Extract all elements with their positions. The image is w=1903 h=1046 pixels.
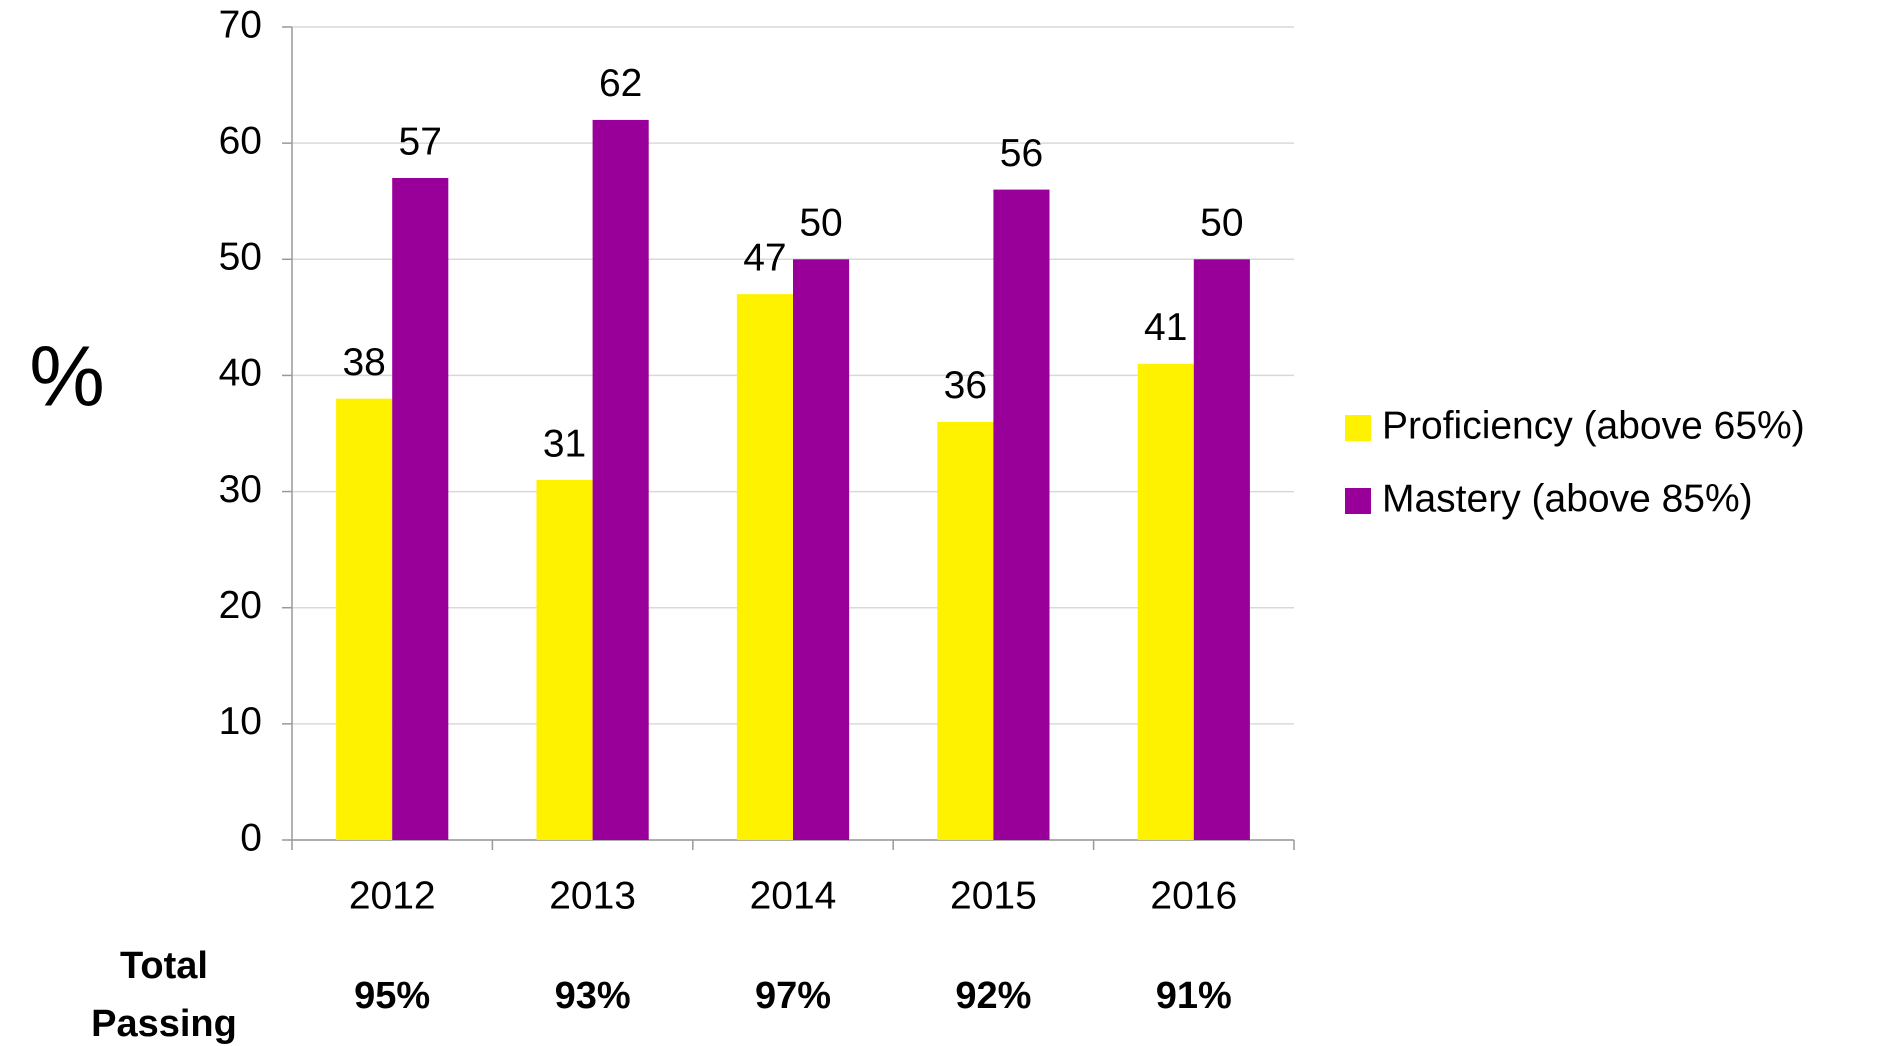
bar	[336, 398, 393, 840]
x-tick-label: 2013	[549, 874, 636, 917]
legend-swatch	[1345, 488, 1371, 514]
data-label: 31	[543, 422, 586, 465]
total-passing-label: Passing	[91, 1003, 237, 1045]
data-label: 56	[1000, 132, 1043, 175]
data-label: 38	[342, 341, 385, 384]
bar	[793, 259, 850, 840]
total-passing-value: 95%	[354, 975, 430, 1017]
bar	[1137, 363, 1194, 840]
total-passing-value: 93%	[555, 975, 631, 1017]
total-passing-value: 92%	[955, 975, 1031, 1017]
total-passing-label: Total	[120, 945, 208, 987]
x-tick-label: 2014	[750, 874, 837, 917]
y-tick-label: 60	[219, 119, 262, 162]
y-tick-label: 50	[219, 236, 262, 279]
bar	[736, 294, 793, 841]
bar	[937, 421, 994, 840]
data-label: 50	[799, 202, 842, 245]
data-label: 50	[1200, 202, 1243, 245]
legend-swatch	[1345, 415, 1371, 441]
x-tick-label: 2012	[349, 874, 436, 917]
y-tick-label: 30	[219, 468, 262, 511]
total-passing-value: 97%	[755, 975, 831, 1017]
data-label: 41	[1144, 306, 1187, 349]
x-tick-label: 2016	[1150, 874, 1237, 917]
x-tick-label: 2015	[950, 874, 1037, 917]
data-label: 62	[599, 62, 642, 105]
y-tick-label: 40	[219, 352, 262, 395]
bar	[592, 119, 649, 840]
data-label: 36	[944, 364, 987, 407]
legend-label: Mastery (above 85%)	[1382, 477, 1753, 520]
y-tick-label: 10	[219, 700, 262, 743]
bar	[993, 189, 1050, 841]
y-tick-label: 70	[219, 3, 262, 46]
legend-label: Proficiency (above 65%)	[1382, 404, 1805, 447]
data-label: 57	[399, 120, 442, 163]
y-tick-label: 0	[240, 816, 262, 859]
bar	[392, 177, 449, 840]
bar	[1193, 259, 1250, 840]
data-label: 47	[743, 236, 786, 279]
y-axis-label: %	[29, 329, 105, 424]
total-passing-value: 91%	[1156, 975, 1232, 1017]
bar	[536, 479, 593, 840]
y-tick-label: 20	[219, 584, 262, 627]
